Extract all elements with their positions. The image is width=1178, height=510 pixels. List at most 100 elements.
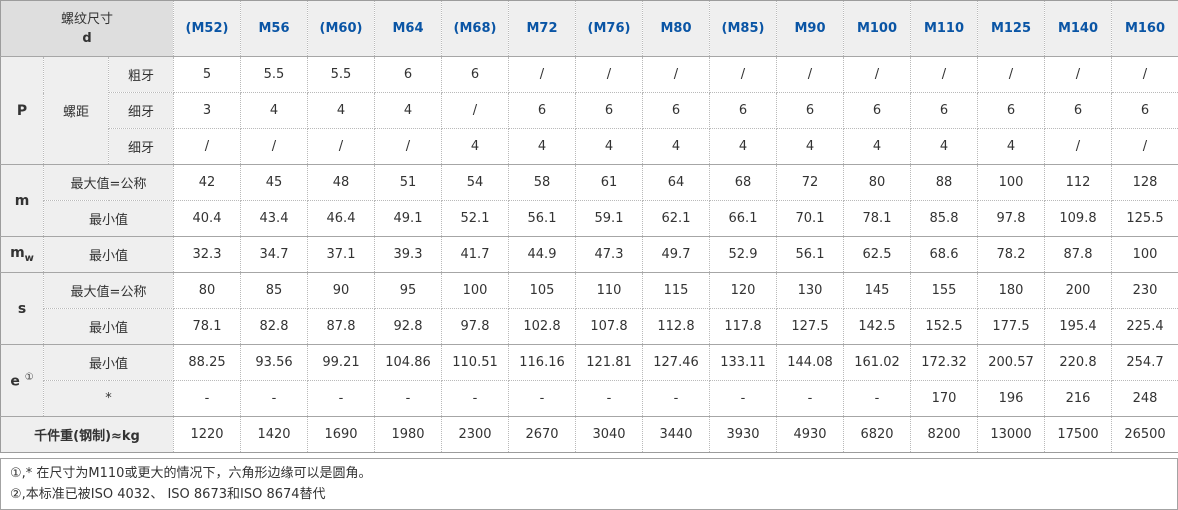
value-cell: 88.25 <box>174 345 241 381</box>
value-cell: / <box>241 129 308 165</box>
value-cell: 4 <box>241 93 308 129</box>
value-cell: 49.1 <box>375 201 442 237</box>
value-cell: / <box>777 57 844 93</box>
row-label-m-min: 最小值 <box>44 201 174 237</box>
value-cell: 2670 <box>509 417 576 453</box>
row-label-weight-per-thousand: 千件重(钢制)≈kg <box>1 417 174 453</box>
footnote-1: ①,* 在尺寸为M110或更大的情况下，六角形边缘可以是圆角。 <box>10 463 1168 484</box>
value-cell: 52.9 <box>710 237 777 273</box>
value-cell: 39.3 <box>375 237 442 273</box>
group-label-P: P <box>1 57 44 165</box>
value-cell: 95 <box>375 273 442 309</box>
value-cell: 99.21 <box>308 345 375 381</box>
value-cell: / <box>978 57 1045 93</box>
value-cell: 41.7 <box>442 237 509 273</box>
corner-header: 螺纹尺寸 d <box>1 1 174 57</box>
value-cell: 200 <box>1045 273 1112 309</box>
value-cell: 161.02 <box>844 345 911 381</box>
value-cell: 133.11 <box>710 345 777 381</box>
value-cell: 4 <box>308 93 375 129</box>
value-cell: / <box>174 129 241 165</box>
value-cell: 68.6 <box>911 237 978 273</box>
value-cell: 195.4 <box>1045 309 1112 345</box>
value-cell: 4 <box>844 129 911 165</box>
value-cell: 128 <box>1112 165 1178 201</box>
spec-table: 螺纹尺寸 d (M52)M56(M60)M64(M68)M72(M76)M80(… <box>0 0 1178 453</box>
value-cell: 127.46 <box>643 345 710 381</box>
value-cell: / <box>844 57 911 93</box>
value-cell: 37.1 <box>308 237 375 273</box>
value-cell: 68 <box>710 165 777 201</box>
value-cell: 97.8 <box>978 201 1045 237</box>
value-cell: 6 <box>442 57 509 93</box>
value-cell: 4 <box>442 129 509 165</box>
value-cell: - <box>375 381 442 417</box>
value-cell: 115 <box>643 273 710 309</box>
value-cell: 120 <box>710 273 777 309</box>
value-cell: 4 <box>509 129 576 165</box>
value-cell: 62.5 <box>844 237 911 273</box>
column-header: M125 <box>978 1 1045 57</box>
value-cell: 6 <box>375 57 442 93</box>
value-cell: 196 <box>978 381 1045 417</box>
value-cell: 92.8 <box>375 309 442 345</box>
value-cell: 3440 <box>643 417 710 453</box>
value-cell: - <box>442 381 509 417</box>
value-cell: - <box>308 381 375 417</box>
pitch-label: 螺距 <box>44 57 109 165</box>
value-cell: 26500 <box>1112 417 1178 453</box>
group-label-mw: mw <box>1 237 44 273</box>
value-cell: 32.3 <box>174 237 241 273</box>
value-cell: 8200 <box>911 417 978 453</box>
column-header: M80 <box>643 1 710 57</box>
value-cell: 6 <box>710 93 777 129</box>
value-cell: 45 <box>241 165 308 201</box>
value-cell: 170 <box>911 381 978 417</box>
value-cell: 6 <box>844 93 911 129</box>
value-cell: 4 <box>911 129 978 165</box>
column-header: M56 <box>241 1 308 57</box>
value-cell: - <box>844 381 911 417</box>
value-cell: 80 <box>844 165 911 201</box>
value-cell: 34.7 <box>241 237 308 273</box>
column-header: M160 <box>1112 1 1178 57</box>
value-cell: 6 <box>911 93 978 129</box>
value-cell: 127.5 <box>777 309 844 345</box>
value-cell: / <box>308 129 375 165</box>
value-cell: / <box>442 93 509 129</box>
value-cell: 78.1 <box>174 309 241 345</box>
value-cell: / <box>1112 57 1178 93</box>
value-cell: 40.4 <box>174 201 241 237</box>
value-cell: 216 <box>1045 381 1112 417</box>
value-cell: 155 <box>911 273 978 309</box>
value-cell: 1420 <box>241 417 308 453</box>
value-cell: 78.2 <box>978 237 1045 273</box>
value-cell: 85.8 <box>911 201 978 237</box>
value-cell: 3930 <box>710 417 777 453</box>
value-cell: 3 <box>174 93 241 129</box>
value-cell: 125.5 <box>1112 201 1178 237</box>
row-label-e-star: * <box>44 381 174 417</box>
value-cell: 4 <box>375 93 442 129</box>
value-cell: 248 <box>1112 381 1178 417</box>
value-cell: 180 <box>978 273 1045 309</box>
value-cell: 51 <box>375 165 442 201</box>
corner-header-line1: 螺纹尺寸 <box>1 10 173 29</box>
column-header: (M52) <box>174 1 241 57</box>
value-cell: 109.8 <box>1045 201 1112 237</box>
mw-subscript: w <box>25 253 34 264</box>
row-label-s-max: 最大值=公称 <box>44 273 174 309</box>
value-cell: 130 <box>777 273 844 309</box>
footnote-box: ①,* 在尺寸为M110或更大的情况下，六角形边缘可以是圆角。 ②,本标准已被I… <box>0 458 1178 510</box>
value-cell: 230 <box>1112 273 1178 309</box>
value-cell: 4930 <box>777 417 844 453</box>
value-cell: 1690 <box>308 417 375 453</box>
